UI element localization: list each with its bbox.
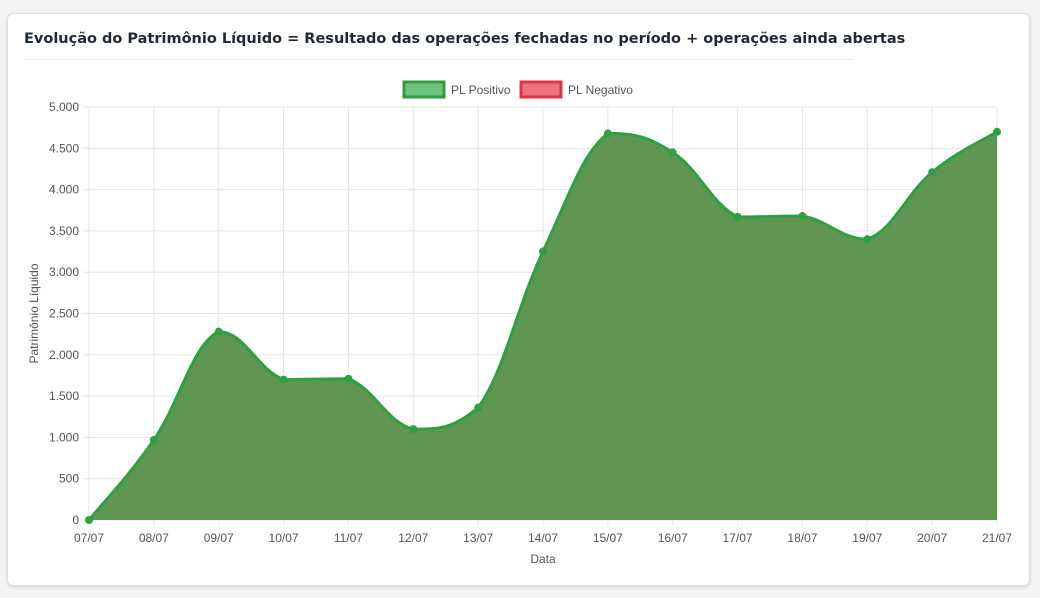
data-point[interactable] xyxy=(928,168,937,177)
data-point[interactable] xyxy=(668,148,677,157)
x-tick-label: 18/07 xyxy=(787,531,817,545)
data-point[interactable] xyxy=(539,247,547,256)
x-tick-label: 19/07 xyxy=(852,531,882,545)
x-tick-label: 20/07 xyxy=(917,531,947,545)
x-tick-label: 10/07 xyxy=(269,531,299,545)
legend-item-pl-positivo[interactable]: PL Positivo xyxy=(402,80,511,99)
y-tick-label: 0 xyxy=(72,513,79,527)
data-point[interactable] xyxy=(214,327,223,336)
data-point[interactable] xyxy=(863,235,872,244)
legend-label: PL Negativo xyxy=(568,83,633,97)
data-point[interactable] xyxy=(409,425,418,434)
y-tick-label: 4.000 xyxy=(49,183,79,197)
card-title: Evolução do Patrimônio Líquido = Resulta… xyxy=(24,31,906,47)
data-point[interactable] xyxy=(279,375,288,384)
data-point[interactable] xyxy=(733,212,742,221)
data-point[interactable] xyxy=(603,129,612,138)
x-tick-label: 11/07 xyxy=(334,531,363,545)
data-point[interactable] xyxy=(149,435,158,444)
x-tick-label: 12/07 xyxy=(398,531,428,545)
legend-label: PL Positivo xyxy=(451,83,511,97)
y-axis-title: Patrimônio Líquido xyxy=(27,263,41,363)
series-points xyxy=(85,127,1001,524)
x-axis-ticks: 07/07 08/07 09/07 10/07 11/07 12/07 13/07 14/07… xyxy=(74,531,1012,545)
y-tick-label: 500 xyxy=(59,472,79,486)
x-tick-label: 07/07 xyxy=(74,531,104,545)
data-point[interactable] xyxy=(344,374,353,383)
data-point[interactable] xyxy=(85,516,93,524)
y-tick-label: 3.500 xyxy=(49,224,79,238)
title-divider xyxy=(24,59,854,60)
legend-swatch xyxy=(519,80,563,99)
x-tick-label: 13/07 xyxy=(463,531,493,545)
y-tick-label: 4.500 xyxy=(49,141,79,155)
data-point[interactable] xyxy=(993,127,1001,136)
x-axis-title: Data xyxy=(530,552,556,566)
y-tick-label: 2.500 xyxy=(49,307,79,321)
y-axis-ticks: 0 500 1.000 1.500 2.000 2.500 3.000 3.500 4.000 4… xyxy=(49,100,79,527)
y-tick-label: 1.500 xyxy=(49,389,79,403)
y-tick-label: 2.000 xyxy=(49,348,79,362)
x-tick-label: 09/07 xyxy=(204,531,234,545)
x-tick-label: 16/07 xyxy=(658,531,688,545)
x-tick-label: 21/07 xyxy=(982,531,1012,545)
x-tick-label: 17/07 xyxy=(723,531,753,545)
y-tick-label: 3.000 xyxy=(49,265,79,279)
y-tick-label: 5.000 xyxy=(49,100,79,114)
y-tick-label: 1.000 xyxy=(49,430,79,444)
x-tick-label: 15/07 xyxy=(593,531,623,545)
data-point[interactable] xyxy=(798,212,807,221)
x-tick-label: 08/07 xyxy=(139,531,169,545)
legend[interactable]: PL Positivo PL Negativo xyxy=(402,80,633,99)
legend-item-pl-negativo[interactable]: PL Negativo xyxy=(519,80,633,99)
x-tick-label: 14/07 xyxy=(528,531,558,545)
data-point[interactable] xyxy=(474,403,483,412)
series-area-fill-pl-positivo xyxy=(89,131,997,520)
legend-swatch xyxy=(402,80,446,99)
